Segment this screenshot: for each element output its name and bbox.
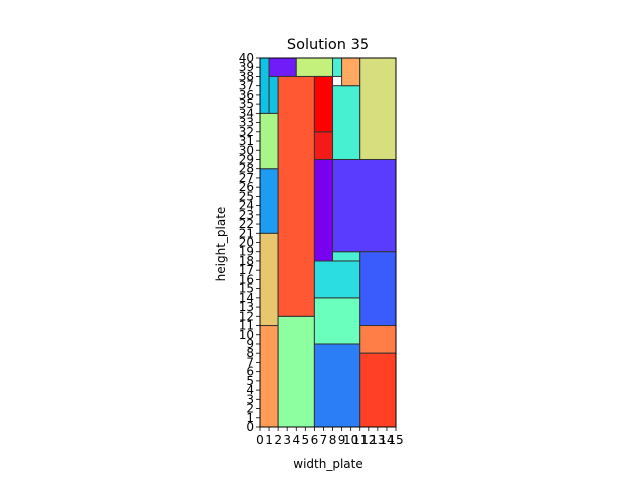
plate-rect-19 (332, 85, 361, 160)
y-axis-label: height_plate (214, 207, 228, 282)
x-tick-label-14: 14 (379, 433, 394, 447)
x-tick-label-2: 2 (274, 433, 282, 447)
y-tick-label-28: 28 (239, 162, 254, 176)
y-tick-label-10: 10 (239, 328, 254, 342)
plate-rect-23 (359, 325, 397, 354)
y-tick-label-34: 34 (239, 106, 254, 120)
y-tick-label-13: 13 (239, 300, 254, 314)
plate-rect-7 (277, 315, 315, 428)
plate-rect-16 (332, 57, 343, 77)
plate-rect-13 (313, 158, 334, 262)
y-tick-label-40: 40 (239, 51, 254, 65)
y-tick-label-17: 17 (239, 263, 254, 277)
plate-rect-22 (359, 251, 397, 327)
y-tick-label-4: 4 (246, 383, 254, 397)
y-tick-label-33: 33 (239, 116, 254, 130)
plate-rect-4 (259, 57, 270, 114)
x-axis-label: width_plate (293, 457, 362, 471)
y-tick-label-36: 36 (239, 88, 254, 102)
y-tick-label-19: 19 (239, 245, 254, 259)
x-tick-label-9: 9 (338, 433, 346, 447)
y-tick-label-35: 35 (239, 97, 254, 111)
plate-rect-14 (313, 131, 334, 160)
y-tick-label-16: 16 (239, 272, 254, 286)
y-tick-label-1: 1 (246, 411, 254, 425)
x-tick-label-6: 6 (311, 433, 319, 447)
x-tick-label-3: 3 (283, 433, 291, 447)
x-tick-label-12: 12 (361, 433, 376, 447)
y-tick-label-39: 39 (239, 60, 254, 74)
chart-title: Solution 35 (287, 37, 369, 53)
y-tick-label-5: 5 (246, 374, 254, 388)
x-tick-label-4: 4 (292, 433, 300, 447)
y-tick-label-23: 23 (239, 208, 254, 222)
plate-rect-21 (359, 57, 397, 160)
plate-rect-0 (259, 325, 279, 428)
y-tick-label-32: 32 (239, 125, 254, 139)
y-tick-label-29: 29 (239, 152, 254, 166)
y-tick-label-11: 11 (239, 319, 254, 333)
y-tick-label-12: 12 (239, 309, 254, 323)
y-tick-label-38: 38 (239, 69, 254, 83)
y-tick-label-20: 20 (239, 236, 254, 250)
y-tick-label-2: 2 (246, 402, 254, 416)
plate-rect-24 (359, 352, 397, 428)
y-tick-label-9: 9 (246, 337, 254, 351)
plate-rect-8 (277, 75, 315, 317)
plate-rect-20 (341, 57, 361, 87)
y-tick-label-14: 14 (239, 291, 254, 305)
y-tick-label-6: 6 (246, 365, 254, 379)
y-tick-label-3: 3 (246, 392, 254, 406)
y-tick-label-21: 21 (239, 226, 254, 240)
y-tick-label-0: 0 (246, 420, 254, 434)
y-tick-label-37: 37 (239, 79, 254, 93)
x-tick-label-5: 5 (302, 433, 310, 447)
plate-rect-5 (268, 75, 279, 114)
plate-rect-11 (313, 297, 361, 345)
x-tick-label-10: 10 (343, 433, 358, 447)
x-tick-label-11: 11 (352, 433, 367, 447)
y-tick-label-7: 7 (246, 355, 254, 369)
x-tick-label-1: 1 (265, 433, 273, 447)
y-tick-label-26: 26 (239, 180, 254, 194)
plate-rect-9 (295, 57, 334, 77)
plate-rect-12 (313, 260, 361, 299)
y-tick-label-8: 8 (246, 346, 254, 360)
y-tick-label-22: 22 (239, 217, 254, 231)
y-tick-label-24: 24 (239, 199, 254, 213)
y-tick-label-18: 18 (239, 254, 254, 268)
plate-rect-2 (259, 168, 279, 234)
plate-rect-10 (313, 343, 361, 428)
y-tick-label-31: 31 (239, 134, 254, 148)
y-tick-label-30: 30 (239, 143, 254, 157)
y-tick-label-25: 25 (239, 189, 254, 203)
plate-rect-6 (268, 57, 297, 77)
plate-rect-15 (313, 75, 334, 133)
plate-rect-1 (259, 232, 279, 327)
y-tick-label-15: 15 (239, 282, 254, 296)
x-tick-label-15: 15 (388, 433, 403, 447)
x-tick-label-8: 8 (329, 433, 337, 447)
plate-rect-3 (259, 112, 279, 170)
plate-rect-17 (332, 251, 361, 262)
rectangles-layer (259, 57, 397, 428)
plate-rect-18 (332, 158, 397, 253)
y-tick-label-27: 27 (239, 171, 254, 185)
x-tick-label-7: 7 (320, 433, 328, 447)
x-tick-label-0: 0 (256, 433, 264, 447)
y-axis-ticks: 0123456789101112131415161718192021222324… (239, 51, 260, 434)
x-tick-label-13: 13 (370, 433, 385, 447)
